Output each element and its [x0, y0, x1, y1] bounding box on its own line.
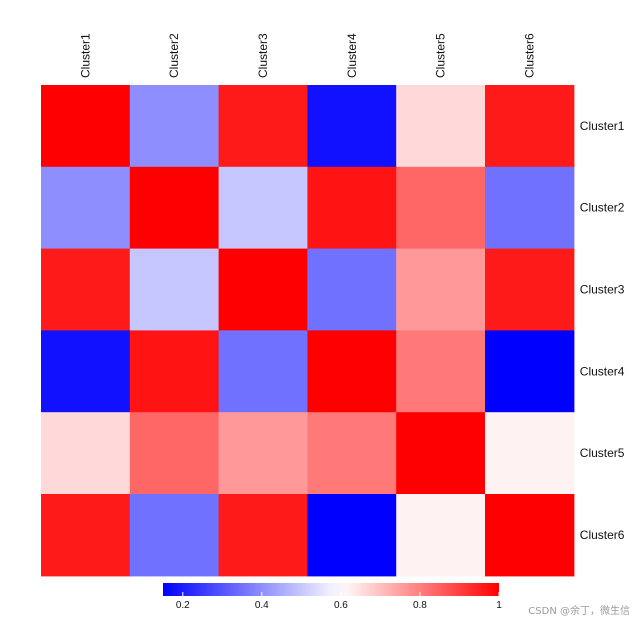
heatmap-cell-r4-c4	[307, 330, 397, 413]
heatmap-cell-r3-c4	[307, 248, 397, 331]
heatmap-cell-r5-c4	[307, 412, 397, 495]
heatmap-cell-r3-c2	[129, 248, 220, 331]
heatmap-cell-r1-c1	[41, 85, 131, 168]
heatmap-cell-r3-c5	[396, 248, 486, 331]
heatmap-cell-r2-c1	[41, 166, 131, 250]
colorbar-tick-label: 1	[496, 600, 502, 611]
heatmap-cell-r1-c6	[485, 85, 575, 168]
heatmap-cell-r1-c5	[396, 85, 486, 168]
heatmap-cell-r6-c1	[41, 494, 131, 577]
colorbar-tick-label: 0.2	[176, 600, 190, 611]
heatmap-cell-r6-c2	[129, 494, 220, 577]
heatmap-cell-r5-c3	[218, 412, 308, 495]
heatmap-cell-r4-c5	[396, 330, 486, 413]
row-label: Cluster6	[580, 528, 625, 542]
row-labels: Cluster1 Cluster2 Cluster3 Cluster4 Cluster5…	[580, 119, 625, 542]
column-label: Cluster1	[78, 33, 92, 78]
column-label: Cluster5	[434, 33, 448, 78]
heatmap-cell-r4-c3	[218, 330, 308, 413]
column-label: Cluster4	[345, 33, 359, 78]
colorbar-scale	[163, 583, 499, 596]
row-label: Cluster1	[580, 119, 625, 133]
heatmap-cell-r3-c6	[485, 248, 575, 331]
heatmap-cell-r6-c3	[218, 494, 308, 577]
row-label: Cluster3	[580, 283, 625, 297]
heatmap-cell-r6-c4	[307, 494, 397, 577]
heatmap-cell-r5-c6	[485, 412, 575, 495]
heatmap-cell-r1-c3	[218, 85, 308, 168]
heatmap-cell-r4-c6	[485, 330, 575, 413]
colorbar-tick-label: 0.6	[334, 600, 348, 611]
row-label: Cluster4	[580, 364, 625, 378]
heatmap-cell-r2-c2	[129, 166, 220, 250]
column-label: Cluster2	[167, 33, 181, 78]
column-label: Cluster3	[256, 33, 270, 78]
heatmap-cells	[41, 85, 575, 577]
heatmap-cell-r6-c6	[485, 494, 575, 577]
heatmap-cell-r1-c2	[129, 85, 220, 168]
heatmap-cell-r5-c2	[129, 412, 220, 495]
heatmap-cell-r5-c1	[41, 412, 131, 495]
column-labels: Cluster1 Cluster2 Cluster3 Cluster4 Cluster5…	[78, 33, 536, 78]
row-label: Cluster5	[580, 446, 625, 460]
colorbar-ticks: 0.2 0.4 0.6 0.8 1	[176, 592, 502, 611]
colorbar: 0.2 0.4 0.6 0.8 1	[163, 583, 502, 611]
heatmap-cell-r5-c5	[396, 412, 486, 495]
column-label: Cluster6	[522, 33, 536, 78]
heatmap-cell-r4-c2	[129, 330, 220, 413]
colorbar-tick-label: 0.8	[413, 600, 427, 611]
heatmap-cell-r2-c5	[396, 166, 486, 250]
watermark: CSDN @余丁，微生信	[528, 606, 630, 617]
colorbar-tick-label: 0.4	[255, 600, 269, 611]
heatmap-cell-r6-c5	[396, 494, 486, 577]
heatmap-cell-r3-c3	[218, 248, 308, 331]
heatmap-cell-r3-c1	[41, 248, 131, 331]
heatmap-cell-r2-c6	[485, 166, 575, 250]
heatmap-cell-r2-c4	[307, 166, 397, 250]
heatmap-cell-r4-c1	[41, 330, 131, 413]
heatmap-cell-r2-c3	[218, 166, 308, 250]
row-label: Cluster2	[580, 201, 625, 215]
heatmap-cell-r1-c4	[307, 85, 397, 168]
